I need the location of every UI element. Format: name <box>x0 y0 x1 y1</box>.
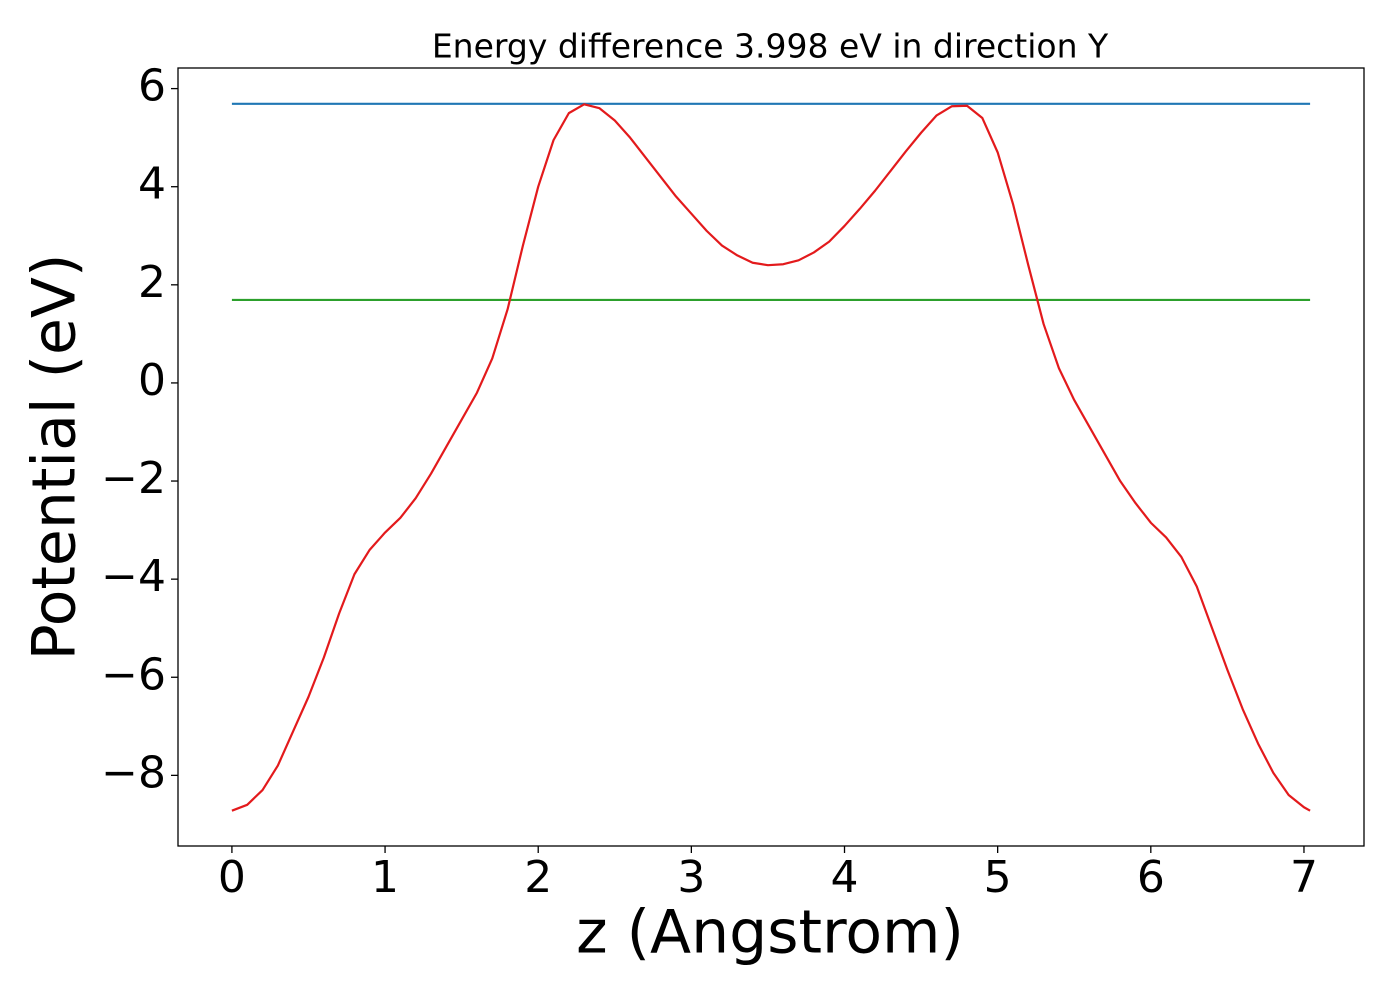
y-tick-label: 6 <box>138 61 166 112</box>
y-tick-label: −6 <box>101 649 166 700</box>
x-tick-label: 0 <box>218 852 246 903</box>
y-axis-label: Potential (eV) <box>20 254 90 661</box>
x-tick-label: 3 <box>677 852 705 903</box>
y-tick-label: 2 <box>138 257 166 308</box>
y-tick-label: −2 <box>101 453 166 504</box>
x-tick-label: 4 <box>831 852 859 903</box>
y-tick-label: −8 <box>101 747 166 798</box>
plot-frame <box>177 67 1365 847</box>
x-tick-label: 2 <box>524 852 552 903</box>
y-tick-label: −4 <box>101 551 166 602</box>
x-tick-label: 5 <box>984 852 1012 903</box>
x-axis-label: z (Angstrom) <box>576 898 964 968</box>
x-tick-label: 7 <box>1290 852 1318 903</box>
x-tick-label: 6 <box>1137 852 1165 903</box>
y-tick-label: 4 <box>138 159 166 210</box>
y-tick-label: 0 <box>138 355 166 406</box>
x-tick-label: 1 <box>371 852 399 903</box>
series-line <box>231 103 1311 812</box>
chart-title: Energy difference 3.998 eV in direction … <box>432 27 1109 66</box>
